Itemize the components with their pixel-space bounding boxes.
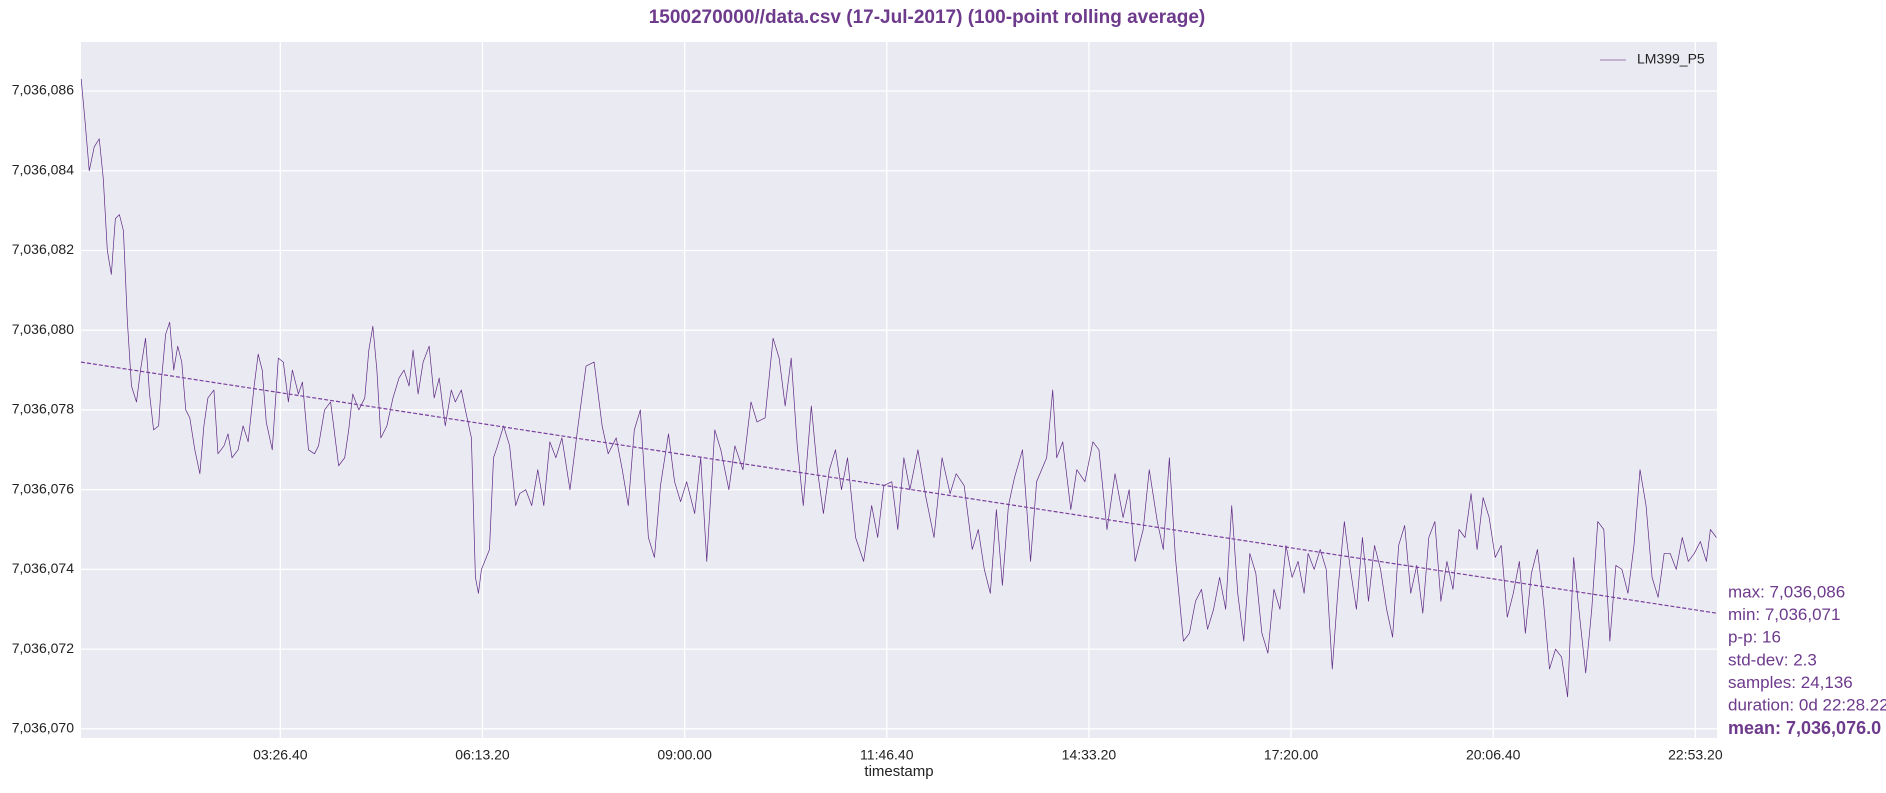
plot-area [81,42,1717,738]
y-tick-label: 7,036,084 [12,161,74,177]
y-tick-label: 7,036,082 [12,241,74,257]
x-axis-label: timestamp [864,763,933,780]
x-tick-label: 11:46.40 [860,747,914,763]
x-tick-label: 17:20.00 [1264,747,1319,763]
x-tick-label: 14:33.20 [1062,747,1117,763]
chart-title: 1500270000//data.csv (17-Jul-2017) (100-… [649,7,1206,28]
y-tick-label: 7,036,072 [12,640,74,656]
stat-line: duration: 0d 22:28.22 [1728,695,1886,714]
x-tick-label: 03:26.40 [253,747,308,763]
y-tick-label: 7,036,078 [12,401,74,417]
x-tick-label: 06:13.20 [455,747,510,763]
y-tick-label: 7,036,080 [12,321,74,337]
stat-line: std-dev: 2.3 [1728,650,1817,669]
y-tick-label: 7,036,076 [12,480,74,496]
y-tick-label: 7,036,086 [12,82,74,98]
stat-mean: mean: 7,036,076.0 [1728,718,1881,738]
stat-line: max: 7,036,086 [1728,582,1845,601]
x-tick-label: 20:06.40 [1466,747,1521,763]
stat-line: min: 7,036,071 [1728,605,1840,624]
stat-line: p-p: 16 [1728,628,1781,647]
legend-label: LM399_P5 [1637,51,1705,67]
stat-line: samples: 24,136 [1728,673,1853,692]
x-tick-label: 22:53.20 [1668,747,1723,763]
y-tick-label: 7,036,070 [12,720,74,736]
y-tick-label: 7,036,074 [12,560,74,576]
data-line [80,79,1717,698]
x-tick-label: 09:00.00 [657,747,712,763]
